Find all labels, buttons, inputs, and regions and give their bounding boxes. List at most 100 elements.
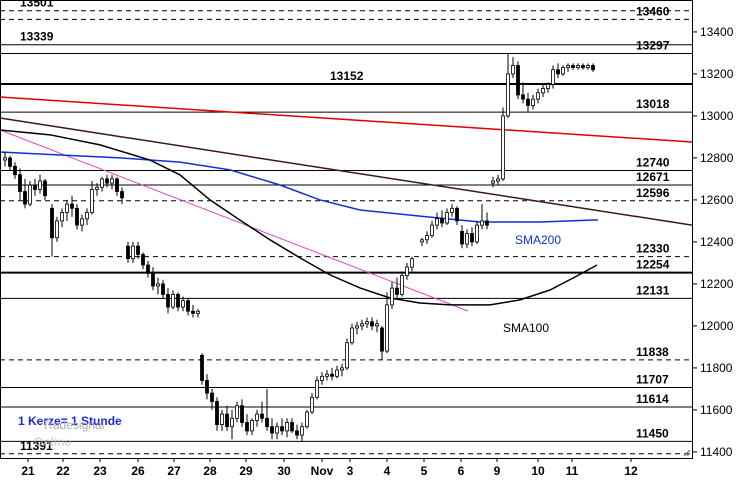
level-label: 11391 [20,439,53,453]
candle-body [38,180,42,190]
candle-note: 1 Kerze= 1 Stunde [18,414,122,428]
candle-body [176,294,180,308]
y-tick-label: 12200 [700,277,734,291]
candle-body [28,184,32,205]
candle-body [100,178,104,188]
candle-body [531,98,535,106]
watermark: Online [34,435,72,449]
candle-body [205,380,209,394]
level-label: 12330 [636,242,670,256]
candle-body [335,369,339,377]
plot-frame [0,0,693,459]
candle-body [566,65,570,69]
candle-body [110,178,114,184]
y-tick-label: 12600 [700,193,734,207]
candle-body [405,266,409,276]
candle-body [105,178,109,184]
candle-body [455,207,459,222]
candle-body [375,323,379,327]
candle-body [435,218,439,226]
candle-body [320,375,324,381]
candle-body [305,411,309,428]
candle-body [85,212,89,220]
candle-body [55,220,59,239]
level-label: 13152 [330,69,364,83]
level-label: 11838 [636,345,669,359]
x-tick-label: 23 [93,464,107,478]
candle-body [181,300,185,308]
candle-body [380,327,384,352]
candle-body [561,67,565,75]
candle-body [581,65,585,69]
candle-body [480,220,484,226]
candle-body [171,294,175,308]
candle-body [95,186,99,190]
candle-body [576,65,580,69]
candle-body [191,310,195,314]
x-tick-label: 9 [494,464,501,478]
candle-body [285,422,289,432]
candle-body [215,401,219,426]
moving-average [0,151,599,223]
candle-body [310,396,314,413]
y-tick-label: 12000 [700,319,734,333]
candle-body [325,373,329,377]
candle-body [141,254,145,266]
resize-grip [683,449,691,457]
candle-body [131,245,135,260]
candle-body [360,323,364,327]
candle-body [365,321,369,325]
candle-body [556,69,560,75]
candle-body [270,426,274,434]
candle-body [90,189,94,213]
candle-body [146,264,150,274]
candle-body [541,88,545,94]
candle-body [200,354,204,381]
candle-body [410,258,414,268]
candle-body [43,180,47,197]
x-tick-label: 6 [458,464,465,478]
y-tick-label: 11600 [700,403,733,417]
candle-body [345,342,349,369]
candle-body [220,413,224,426]
x-tick-label: 4 [384,464,391,478]
x-tick-label: 5 [421,464,428,478]
candle-body [250,420,254,432]
level-label: 13339 [20,30,54,44]
level-label: 13297 [636,39,670,53]
x-tick-label: 30 [277,464,291,478]
candle-body [420,239,424,243]
candle-body [260,413,264,419]
candle-body [330,373,334,377]
y-tick-label: 13200 [700,67,734,81]
y-tick-label: 13000 [700,109,734,123]
candle-body [136,245,140,255]
candle-body [516,65,520,96]
candle-body [151,273,155,287]
candle-body [485,220,489,226]
candle-body [196,310,200,314]
candle-body [465,233,469,245]
level-label: 12671 [636,170,670,184]
candle-body [395,287,399,295]
candle-body [3,157,7,161]
lines-layer [0,96,693,312]
candle-body [300,426,304,436]
candle-body [50,207,54,239]
x-tick-label: 10 [531,464,545,478]
candle-body [295,430,299,436]
candle-body [70,203,74,209]
y-tick-label: 11400 [700,445,733,459]
candle-body [255,413,259,421]
x-tick-label: 12 [624,464,638,478]
candle-body [506,73,510,117]
candle-body [23,191,27,205]
candle-body [470,233,474,243]
candle-body [225,413,229,428]
trend-line [0,129,469,312]
candle-body [210,392,214,402]
candle-body [501,115,505,180]
candle-body [591,65,595,71]
level-label: 13460 [636,4,670,18]
candle-body [546,84,550,90]
